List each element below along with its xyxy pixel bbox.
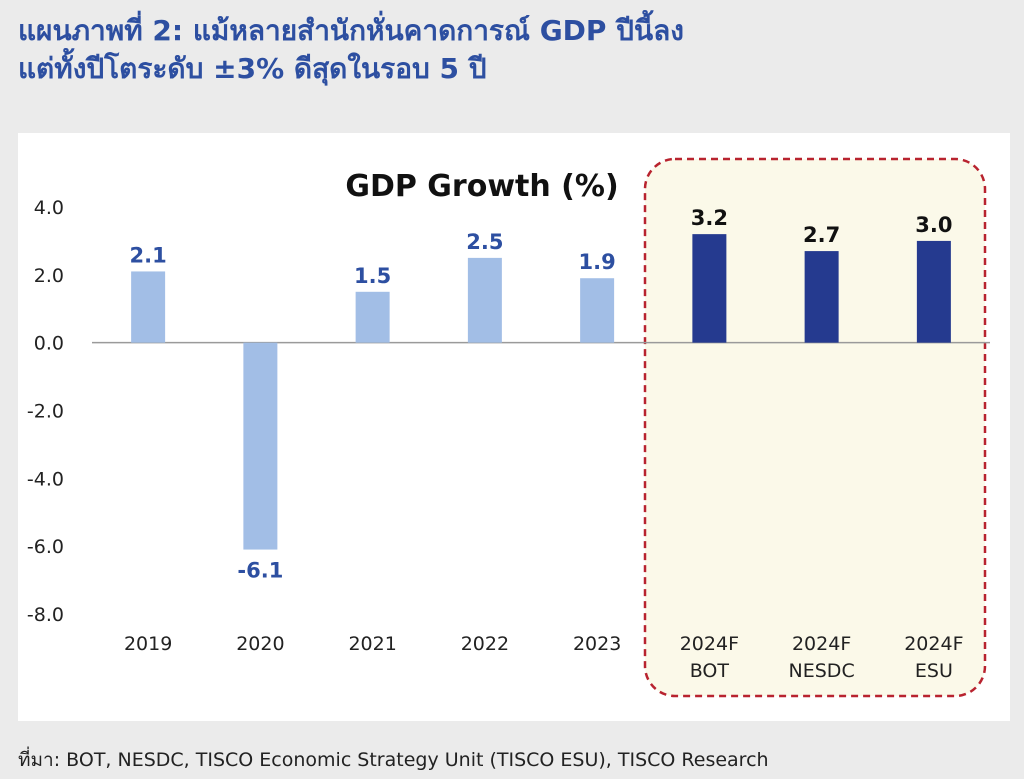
source-note: ที่มา: BOT, NESDC, TISCO Economic Strate…	[18, 749, 769, 771]
chart-title: GDP Growth (%)	[345, 169, 618, 204]
bar	[131, 271, 166, 343]
page-header: แผนภาพที่ 2: แม้หลายสำนักหั่นคาดการณ์ GD…	[18, 12, 1008, 88]
data-label: 1.5	[354, 264, 391, 288]
data-label: 2.7	[803, 223, 840, 247]
x-tick-label: 2024F	[680, 633, 739, 655]
y-tick-label: -2.0	[27, 401, 64, 423]
y-tick-label: -4.0	[27, 468, 64, 490]
data-label: 2.5	[466, 230, 503, 254]
x-tick-label: 2024F	[904, 633, 963, 655]
bar	[916, 240, 951, 343]
data-label: 3.2	[691, 206, 728, 230]
forecast-highlight-box	[643, 157, 987, 698]
y-tick-label: -6.0	[27, 536, 64, 558]
x-tick-label: NESDC	[789, 660, 855, 682]
y-axis: 4.0 2.0 0.0 -2.0 -4.0 -6.0 -8.0	[27, 197, 64, 626]
bar	[467, 257, 502, 343]
y-tick-label: 0.0	[34, 333, 64, 355]
x-tick-label: BOT	[690, 660, 730, 682]
bar	[580, 278, 615, 343]
x-tick-label: ESU	[915, 660, 953, 682]
x-tick-label: 2023	[573, 633, 621, 655]
bar	[355, 291, 390, 343]
bar	[804, 251, 839, 343]
gdp-growth-chart: GDP Growth (%) 4.0 2.0 0.0 -2.0 -4.0 -6.0 -8.0…	[27, 157, 990, 698]
y-tick-label: -8.0	[27, 604, 64, 626]
x-tick-label: 2022	[461, 633, 509, 655]
bar	[243, 342, 278, 550]
x-tick-label: 2019	[124, 633, 172, 655]
x-tick-label: 2020	[236, 633, 284, 655]
chart-panel: GDP Growth (%) 4.0 2.0 0.0 -2.0 -4.0 -6.0 -8.0…	[18, 133, 1010, 721]
page-title-line-1: แผนภาพที่ 2: แม้หลายสำนักหั่นคาดการณ์ GD…	[18, 14, 684, 47]
x-axis: 2019 2020 2021 2022 2023 2024F BOT 2024F NESDC 20…	[124, 633, 964, 682]
page-title-line-2: แต่ทั้งปีโตระดับ ±3% ดีสุดในรอบ 5 ปี	[18, 52, 487, 85]
y-tick-label: 2.0	[34, 265, 64, 287]
data-label: 2.1	[130, 243, 167, 267]
x-tick-label: 2021	[348, 633, 396, 655]
x-tick-label: 2024F	[792, 633, 851, 655]
bar	[692, 234, 727, 343]
data-label: 3.0	[915, 213, 952, 237]
data-label: -6.1	[237, 559, 283, 583]
value-labels-group: 2.1 -6.1 1.5 2.5 1.9 3.2 2.7 3.0	[130, 206, 953, 582]
bars-group	[131, 234, 951, 550]
data-label: 1.9	[579, 250, 616, 274]
y-tick-label: 4.0	[34, 197, 64, 219]
